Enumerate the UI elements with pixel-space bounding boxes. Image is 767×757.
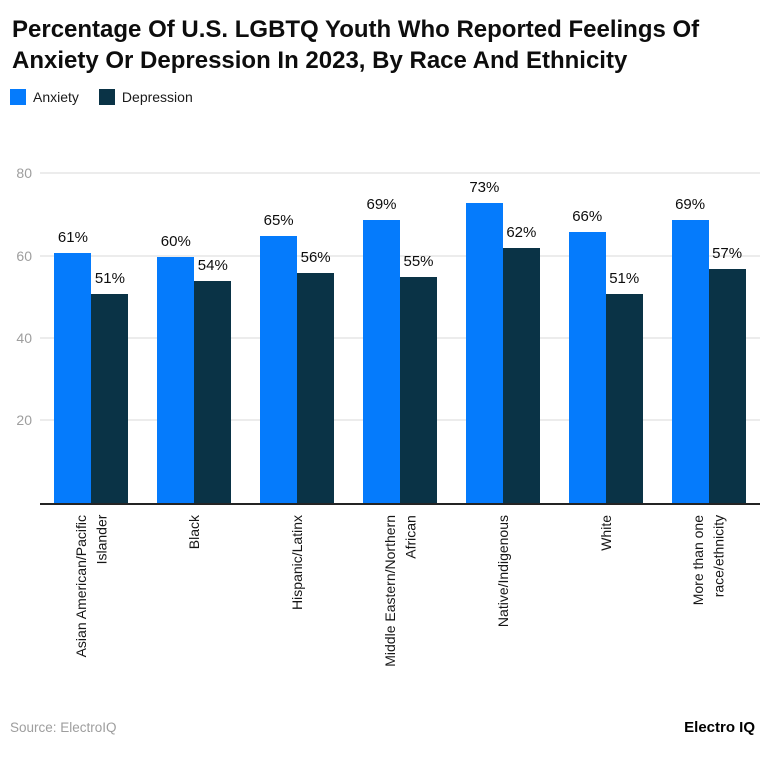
x-axis-label-slot: Middle Eastern/Northern African: [349, 505, 452, 705]
bar-anxiety: 66%: [568, 208, 606, 504]
x-axis-label: More than one race/ethnicity: [690, 515, 727, 606]
bar-anxiety: 60%: [157, 233, 195, 504]
bar-value-label: 60%: [160, 232, 191, 250]
bar-anxiety: 69%: [671, 196, 709, 504]
x-axis-label: Black: [186, 515, 203, 550]
y-axis-tick-label: 80: [16, 165, 32, 182]
bar-groups: 61% 51% 60% 54% 65% 56% 69% 55% 73% 62% 66% 51% 69% 5…: [40, 140, 760, 504]
bar-value-label: 66%: [572, 207, 603, 225]
y-axis-tick-label: 40: [16, 329, 32, 346]
legend-label-depression: Depression: [121, 89, 193, 106]
x-axis-label-slot: More than one race/ethnicity: [657, 505, 760, 705]
bar-value-label: 51%: [609, 269, 640, 287]
bar-value-label: 69%: [675, 195, 706, 213]
legend-item-depression: Depression: [98, 89, 193, 106]
bar-depression: 56%: [297, 249, 335, 504]
x-axis-label-slot: Black: [143, 505, 246, 705]
x-axis-label-slot: White: [554, 505, 657, 705]
gridline: 60: [16, 248, 760, 264]
source-text: Source: ElectroIQ: [10, 720, 117, 736]
bar-value-label: 61%: [57, 228, 88, 246]
x-axis-label: Middle Eastern/Northern African: [381, 515, 418, 668]
x-axis-label: Native/Indigenous: [494, 515, 511, 628]
x-axis-label-slot: Native/Indigenous: [451, 505, 554, 705]
bar-depression: 51%: [91, 270, 129, 504]
bar-group: 65% 56%: [246, 212, 349, 504]
bar-value-label: 62%: [506, 224, 537, 242]
bar-value-label: 73%: [469, 179, 500, 197]
bar-value-label: 69%: [366, 195, 397, 213]
bar-value-label: 56%: [300, 249, 331, 267]
legend-item-anxiety: Anxiety: [10, 89, 79, 106]
bar-group: 60% 54%: [143, 233, 246, 504]
legend: Anxiety Depression: [10, 89, 767, 106]
bar-value-label: 65%: [263, 212, 294, 230]
y-axis-tick-label: 60: [16, 247, 32, 264]
bar-depression: 62%: [502, 224, 540, 504]
brand-logo: Electro IQ: [684, 719, 755, 737]
x-axis-label: White: [597, 515, 614, 552]
legend-swatch-depression-icon: [98, 89, 115, 106]
legend-swatch-anxiety-icon: [10, 89, 26, 106]
bar-depression: 51%: [605, 270, 643, 504]
bar-value-label: 51%: [94, 269, 125, 287]
x-axis-line: [40, 503, 760, 506]
x-axis-label: Asian American/Pacific Islander: [73, 515, 110, 658]
legend-label-anxiety: Anxiety: [33, 89, 79, 106]
bar-anxiety: 65%: [260, 212, 298, 504]
bar-group: 69% 55%: [349, 196, 452, 504]
bar-value-label: 55%: [403, 253, 434, 271]
bar-value-label: 54%: [197, 257, 228, 275]
y-axis-tick-label: 20: [16, 412, 32, 429]
bar-anxiety: 69%: [363, 196, 400, 504]
footer: Source: ElectroIQ Electro IQ: [10, 719, 755, 736]
bar-depression: 55%: [400, 253, 437, 504]
bar-depression: 54%: [194, 257, 232, 504]
bar-group: 73% 62%: [451, 179, 554, 504]
bar-group: 69% 57%: [657, 196, 760, 504]
bar-chart: 20 40 60 80 61% 51% 60% 54% 65% 56% 69% 55% 73% 62% 66…: [0, 140, 767, 705]
x-axis-label-slot: Hispanic/Latinx: [246, 505, 349, 705]
bar-anxiety: 61%: [54, 229, 92, 504]
bar-value-label: 57%: [712, 244, 743, 262]
x-axis-label: Hispanic/Latinx: [289, 515, 305, 611]
bar-depression: 57%: [708, 245, 746, 504]
bar-group: 66% 51%: [554, 208, 657, 504]
bar-anxiety: 73%: [465, 179, 503, 504]
gridline: 80: [16, 165, 760, 181]
chart-title: Percentage Of U.S. LGBTQ Youth Who Repor…: [12, 16, 700, 75]
bar-group: 61% 51%: [40, 229, 143, 504]
x-axis-labels: Asian American/Pacific Islander Black Hisp…: [40, 505, 760, 705]
x-axis-label-slot: Asian American/Pacific Islander: [40, 505, 143, 705]
plot-area: 20 40 60 80 61% 51% 60% 54% 65% 56% 69% 55% 73% 62% 66…: [16, 140, 760, 506]
